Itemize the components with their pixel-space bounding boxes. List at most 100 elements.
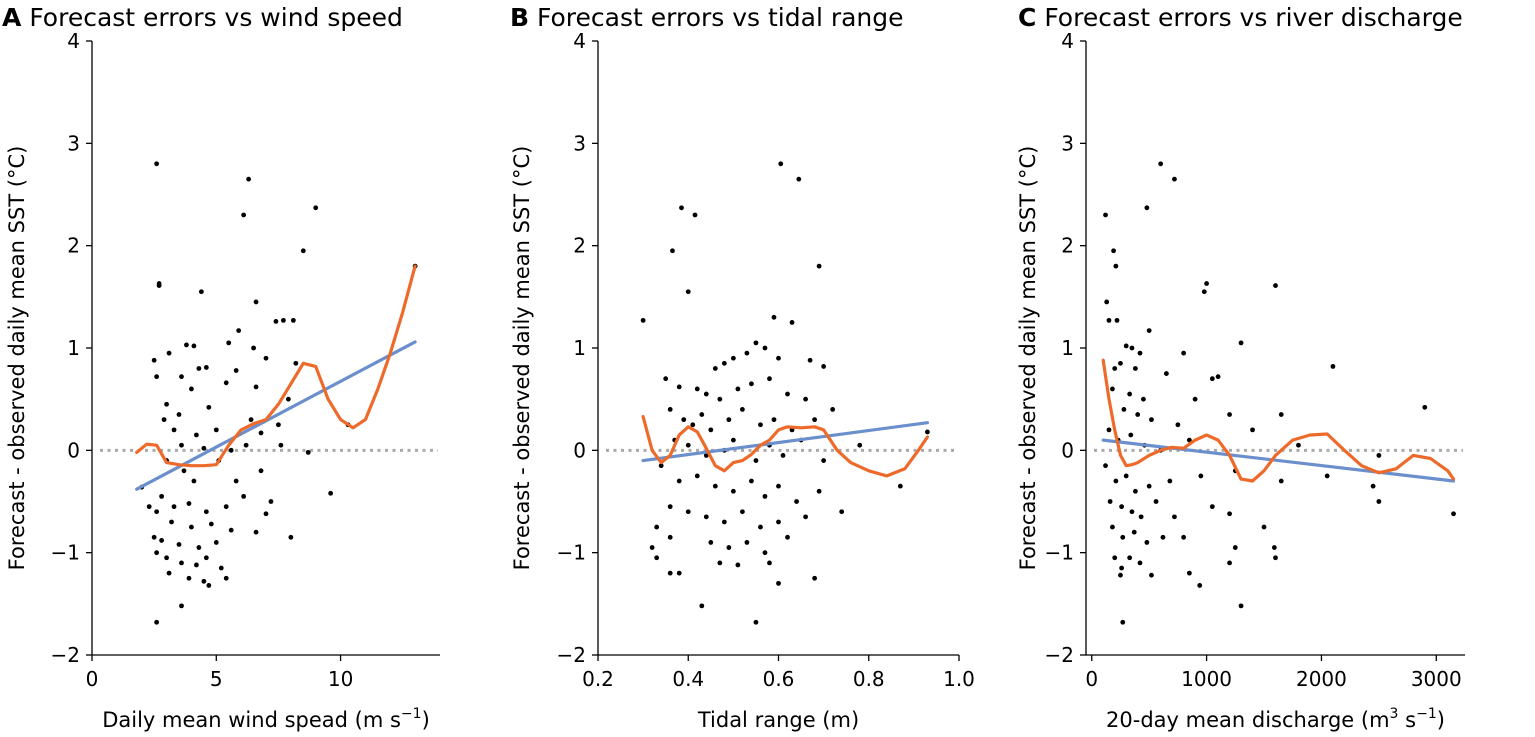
data-point bbox=[1127, 555, 1133, 561]
data-point bbox=[1330, 364, 1336, 369]
data-point bbox=[670, 248, 675, 254]
data-point bbox=[1201, 289, 1207, 295]
data-point bbox=[771, 417, 777, 423]
y-axis-label: Forecast - observed daily mean SST (°C) bbox=[510, 146, 534, 571]
data-point bbox=[253, 529, 259, 535]
data-point bbox=[708, 540, 714, 545]
data-point bbox=[164, 401, 169, 407]
data-point bbox=[1110, 524, 1115, 530]
data-point bbox=[159, 537, 165, 543]
data-point bbox=[328, 490, 334, 496]
panel-c: C Forecast errors vs river discharge −2 −1… bbox=[1016, 3, 1465, 732]
data-point bbox=[1324, 473, 1330, 479]
data-point bbox=[191, 478, 197, 484]
linear-fit-line bbox=[641, 421, 929, 463]
data-point bbox=[1376, 499, 1382, 504]
x-tick-label: 2000 bbox=[1296, 667, 1347, 691]
x-tick-label: 0.2 bbox=[582, 667, 614, 691]
y-tick-label: 3 bbox=[67, 131, 80, 155]
data-point bbox=[776, 519, 781, 525]
data-point bbox=[206, 404, 212, 410]
data-point bbox=[703, 391, 709, 397]
data-point bbox=[717, 560, 723, 566]
data-point bbox=[154, 161, 160, 167]
data-point bbox=[196, 366, 202, 371]
data-point bbox=[812, 417, 817, 423]
data-point bbox=[712, 366, 718, 371]
data-point bbox=[1209, 504, 1215, 510]
data-point bbox=[1113, 263, 1119, 269]
data-point bbox=[789, 320, 795, 325]
data-point bbox=[1111, 248, 1116, 254]
data-point bbox=[663, 376, 669, 382]
data-point bbox=[1278, 478, 1284, 484]
data-point bbox=[1181, 350, 1187, 356]
data-point bbox=[1149, 417, 1154, 423]
data-point bbox=[778, 161, 784, 167]
data-point bbox=[253, 299, 259, 305]
data-point bbox=[194, 562, 199, 568]
data-point bbox=[253, 384, 259, 390]
y-tick-label: −1 bbox=[1045, 541, 1074, 565]
y-tick-label: 1 bbox=[573, 336, 586, 360]
data-point bbox=[1141, 396, 1146, 402]
data-point bbox=[228, 527, 234, 533]
y-tick-label: −2 bbox=[1045, 643, 1074, 667]
x-axis-label: 20-day mean discharge (m3 s−1) bbox=[1106, 706, 1445, 732]
data-point bbox=[273, 318, 279, 324]
data-point bbox=[179, 603, 184, 609]
data-point bbox=[654, 555, 660, 561]
data-point bbox=[176, 412, 182, 417]
y-tick-label: 2 bbox=[67, 234, 80, 258]
data-point bbox=[213, 427, 219, 433]
x-axis-label: Daily mean wind spead (m s−1) bbox=[102, 706, 430, 732]
data-point bbox=[228, 447, 234, 453]
data-point bbox=[1163, 371, 1169, 376]
data-point bbox=[1273, 283, 1278, 288]
data-point bbox=[186, 501, 192, 506]
data-point bbox=[821, 458, 827, 463]
data-point bbox=[803, 514, 808, 520]
data-point bbox=[146, 504, 152, 510]
data-point bbox=[206, 583, 212, 588]
data-point bbox=[640, 317, 646, 323]
y-tick-label: −2 bbox=[51, 643, 80, 667]
smoothed-fit-line bbox=[135, 264, 417, 468]
data-point bbox=[226, 340, 232, 346]
data-point bbox=[186, 575, 192, 581]
data-point bbox=[300, 248, 306, 254]
data-point bbox=[1137, 350, 1143, 356]
data-point bbox=[749, 478, 754, 484]
x-tick-label: 5 bbox=[210, 667, 223, 691]
data-point bbox=[1227, 560, 1232, 566]
data-point bbox=[154, 509, 160, 515]
data-point bbox=[1192, 396, 1198, 402]
data-point bbox=[703, 514, 709, 520]
data-point bbox=[203, 365, 209, 370]
data-point bbox=[1119, 504, 1125, 510]
data-point bbox=[780, 453, 786, 458]
data-point bbox=[276, 422, 281, 428]
data-point bbox=[196, 545, 202, 550]
data-point bbox=[263, 511, 269, 517]
data-point bbox=[753, 458, 759, 463]
data-point bbox=[1132, 488, 1138, 494]
chart-title: C Forecast errors vs river discharge bbox=[1018, 3, 1463, 32]
data-point bbox=[1146, 483, 1152, 489]
data-point bbox=[1227, 412, 1232, 417]
data-point bbox=[667, 570, 673, 576]
x-tick-label: 1.0 bbox=[943, 667, 975, 691]
data-point bbox=[685, 509, 691, 515]
data-point bbox=[189, 386, 194, 392]
data-point bbox=[1123, 473, 1129, 479]
data-point bbox=[816, 488, 822, 494]
data-point bbox=[1273, 555, 1278, 561]
data-point bbox=[654, 524, 660, 530]
y-tick-label: 0 bbox=[67, 438, 80, 462]
data-point bbox=[1296, 442, 1301, 448]
data-point bbox=[263, 355, 269, 361]
data-point bbox=[278, 442, 284, 448]
data-point bbox=[1119, 565, 1125, 571]
y-axis-label: Forecast - observed daily mean SST (°C) bbox=[1016, 146, 1040, 571]
